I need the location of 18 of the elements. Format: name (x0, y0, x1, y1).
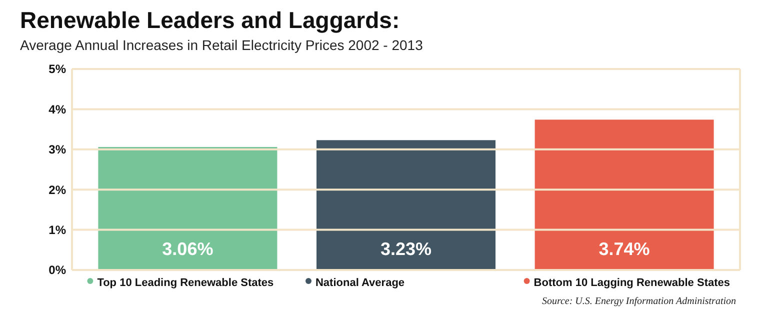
data-label: 3.74% (598, 239, 650, 259)
bar (98, 146, 278, 270)
chart-subtitle: Average Annual Increases in Retail Electricity Prices 2002 - 2013 (20, 37, 424, 53)
y-tick-label: 5% (48, 62, 66, 76)
data-label: 3.06% (162, 239, 214, 259)
chart-title: Renewable Leaders and Laggards: (20, 7, 400, 33)
x-tick-label: Top 10 Leading Renewable States (97, 277, 274, 289)
y-tick-label: 4% (48, 102, 66, 116)
source-note: Source: U.S. Energy Information Administration (542, 296, 736, 307)
bar (316, 140, 496, 270)
bar (534, 120, 714, 270)
y-tick-label: 3% (48, 142, 66, 157)
x-tick-label: National Average (315, 277, 405, 289)
y-tick-label: 1% (48, 223, 66, 237)
y-tick-label: 2% (48, 182, 66, 197)
data-label: 3.23% (380, 239, 432, 259)
y-tick-label: 0% (48, 263, 66, 278)
x-tick-label: Bottom 10 Lagging Renewable States (534, 277, 730, 289)
